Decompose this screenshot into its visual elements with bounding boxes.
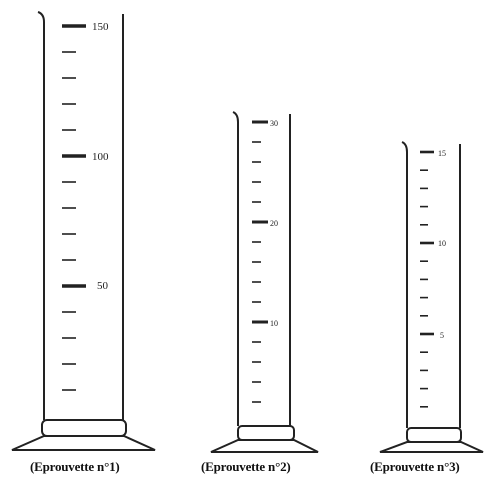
cylinder-2-label-10: 10 bbox=[270, 319, 278, 328]
cylinder-2-base bbox=[210, 425, 319, 453]
cylinder-3-caption: (Eprouvette n°3) bbox=[370, 459, 460, 474]
cylinder-3-label-5: 5 bbox=[440, 331, 444, 340]
cylinder-2-label-20: 20 bbox=[270, 219, 278, 228]
cylinder-2-graduation-ticks bbox=[252, 120, 268, 403]
cylinder-3-graduation-ticks bbox=[420, 150, 434, 408]
cylinder-1-label-50: 50 bbox=[97, 280, 109, 292]
cylinder-2-label-30: 30 bbox=[270, 119, 278, 128]
cylinder-1-base bbox=[11, 419, 156, 451]
cylinder-1-graduation-ticks bbox=[62, 24, 86, 391]
cylinder-1-caption: (Eprouvette n°1) bbox=[30, 459, 120, 474]
cylinder-3-base bbox=[379, 427, 484, 453]
cylinder-1-label-150: 150 bbox=[92, 21, 109, 33]
cylinder-2-caption: (Eprouvette n°2) bbox=[201, 459, 291, 474]
graduated-cylinder-3 bbox=[379, 141, 484, 453]
cylinder-3-label-15: 15 bbox=[438, 149, 446, 158]
cylinder-3-body bbox=[401, 141, 461, 428]
cylinder-1-body bbox=[37, 11, 124, 420]
cylinder-1-label-100: 100 bbox=[92, 151, 109, 163]
graduated-cylinder-2 bbox=[210, 111, 319, 453]
cylinder-2-body bbox=[232, 111, 291, 426]
graduated-cylinder-1 bbox=[11, 11, 156, 451]
cylinder-3-label-10: 10 bbox=[438, 239, 446, 248]
